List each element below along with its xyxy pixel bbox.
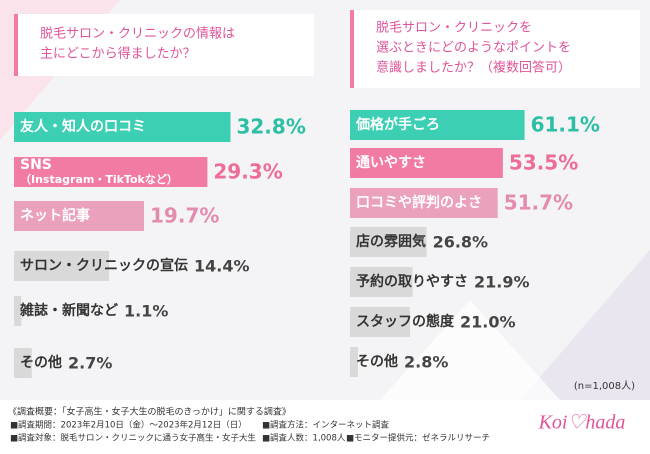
bar xyxy=(350,347,358,377)
value-label: 1.1% xyxy=(124,302,168,321)
chart-title: 選ぶときにどのようなポイントを xyxy=(376,41,571,56)
category-label: サロン・クリニックの宣伝 xyxy=(20,257,188,274)
left-title-box xyxy=(14,14,314,76)
footer-heading: 《調査概要：「女子高生・女子大生の脱毛のきっかけ」に関する調査》 xyxy=(8,406,291,418)
category-label: 雑誌・新聞など xyxy=(19,302,118,319)
value-label: 32.8% xyxy=(236,115,305,139)
bar xyxy=(350,267,413,297)
bar xyxy=(350,148,503,178)
footer-item: ■調査対象：脱毛サロン・クリニックに通う女子高生・女子大生 xyxy=(10,433,257,444)
value-label: 53.5% xyxy=(509,151,578,175)
bar xyxy=(14,201,145,231)
value-label: 2.8% xyxy=(404,353,448,372)
value-label: 61.1% xyxy=(531,113,600,137)
bar xyxy=(350,227,427,257)
footer-bg xyxy=(0,400,650,450)
decor xyxy=(380,300,560,400)
sample-note: (n=1,008人) xyxy=(574,380,635,392)
title-box xyxy=(350,10,640,88)
chart-title: 脱毛サロン・クリニックを xyxy=(376,21,532,36)
value-label: 29.3% xyxy=(213,160,282,184)
bar xyxy=(14,112,231,142)
chart-title: 主にどこから得ましたか？ xyxy=(40,46,196,62)
value-label: 21.0% xyxy=(460,313,516,332)
footer-item: ■調査方法：インターネット調査 xyxy=(262,420,390,431)
value-label: 19.7% xyxy=(150,204,219,228)
category-label: 口コミや評判のよさ xyxy=(356,194,482,211)
bar xyxy=(14,251,110,281)
bar xyxy=(350,110,525,140)
bar xyxy=(350,188,498,218)
value-label: 26.8% xyxy=(433,233,489,252)
category-label: ネット記事 xyxy=(20,207,90,224)
footer-item: ■モニター提供元：ゼネラルリサーチ xyxy=(346,433,490,444)
value-label: 51.7% xyxy=(504,191,573,215)
right-title-box xyxy=(350,10,640,88)
value-label: 14.4% xyxy=(194,257,250,276)
bar xyxy=(14,296,22,326)
category-label: 通いやすさ xyxy=(356,155,426,171)
value-label: 2.7% xyxy=(68,354,112,373)
category-label: その他 xyxy=(20,354,62,371)
title-accent xyxy=(350,10,354,88)
value-label: 21.9% xyxy=(474,273,530,292)
chart-title: 脱毛サロン・クリニックの情報は xyxy=(40,27,235,42)
category-label: その他 xyxy=(356,353,398,370)
category-label: （Instagram・TikTokなど） xyxy=(20,173,178,186)
title-accent xyxy=(14,14,18,76)
category-label: SNS xyxy=(20,157,52,173)
bar xyxy=(350,307,410,337)
bar xyxy=(14,348,32,378)
title-box xyxy=(14,14,314,76)
category-label: 予約の取りやすさ xyxy=(356,273,468,290)
category-label: スタッフの態度 xyxy=(356,313,455,330)
footer-item: ■調査期間：2023年2月10日（金）～2023年2月12日（日） xyxy=(10,420,247,431)
chart-title: 意識しましたか？（複数回答可） xyxy=(376,60,571,76)
category-label: 価格が手ごろ xyxy=(355,116,440,133)
decor xyxy=(520,250,650,400)
category-label: 友人・知人の口コミ xyxy=(20,118,146,135)
logo: Koi♡hada xyxy=(538,412,626,434)
bar xyxy=(14,157,208,187)
category-label: 店の雰囲気 xyxy=(356,233,426,250)
footer-item: ■調査人数：1,008人 xyxy=(262,433,346,444)
